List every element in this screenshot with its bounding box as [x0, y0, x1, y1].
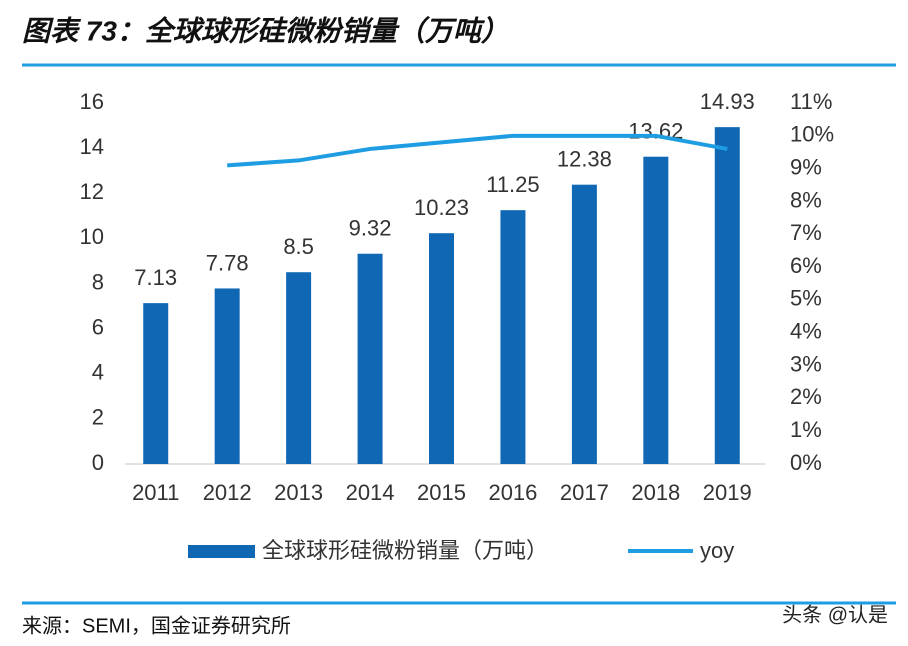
y-tick-label: 10 [80, 224, 104, 249]
y-tick-label: 6 [92, 314, 104, 339]
legend-swatch [188, 545, 255, 558]
x-tick-label: 2011 [132, 480, 179, 505]
y2-tick-label: 7% [790, 220, 822, 245]
y-tick-label: 8 [92, 269, 104, 294]
y-tick-label: 0 [92, 450, 104, 475]
bar [500, 210, 526, 464]
x-tick-label: 2019 [703, 480, 752, 505]
data-label: 14.93 [700, 89, 755, 114]
y2-tick-label: 4% [790, 319, 822, 344]
y-tick-label: 2 [92, 405, 104, 430]
bar [643, 156, 669, 465]
legend-label: yoy [700, 538, 734, 563]
source: 来源：SEMI，国金证券研究所 [22, 614, 291, 637]
bar [286, 272, 312, 464]
y2-tick-label: 2% [790, 384, 822, 409]
y2-tick-label: 8% [790, 187, 822, 212]
legend-label: 全球球形硅微粉销量（万吨） [262, 538, 548, 563]
y2-tick-label: 3% [790, 351, 822, 376]
y2-tick-label: 0% [790, 450, 822, 475]
x-tick-label: 2013 [274, 480, 323, 505]
x-tick-label: 2015 [417, 480, 466, 505]
y2-tick-label: 5% [790, 286, 822, 311]
bar [429, 233, 454, 464]
y-tick-label: 16 [80, 89, 104, 114]
data-label: 7.13 [134, 265, 177, 290]
x-tick-label: 2018 [631, 480, 680, 505]
bar [214, 288, 240, 464]
y2-tick-label: 1% [790, 417, 822, 442]
x-tick-label: 2016 [488, 480, 537, 505]
data-label: 9.32 [349, 216, 392, 241]
data-label: 7.78 [206, 250, 249, 275]
x-tick-label: 2012 [203, 480, 252, 505]
x-tick-label: 2014 [346, 480, 395, 505]
y2-tick-label: 10% [790, 122, 834, 147]
bar [714, 127, 740, 464]
y2-tick-label: 9% [790, 154, 822, 179]
chart-title: 图表 73：全球球形硅微粉销量（万吨） [22, 15, 509, 46]
bar [357, 253, 383, 464]
y-tick-label: 4 [92, 360, 104, 385]
data-label: 8.5 [283, 234, 314, 259]
line [227, 133, 728, 168]
y-tick-label: 12 [80, 179, 104, 204]
watermark: 头条 @认是 [782, 603, 888, 626]
y-tick-label: 14 [80, 134, 104, 159]
x-tick-label: 2017 [560, 480, 609, 505]
data-label: 10.23 [414, 195, 469, 220]
data-label: 11.25 [486, 172, 539, 197]
y2-tick-label: 6% [790, 253, 822, 278]
bar [143, 303, 169, 464]
data-label: 12.38 [557, 146, 612, 171]
y2-tick-label: 11% [790, 89, 832, 114]
bar [571, 184, 597, 464]
